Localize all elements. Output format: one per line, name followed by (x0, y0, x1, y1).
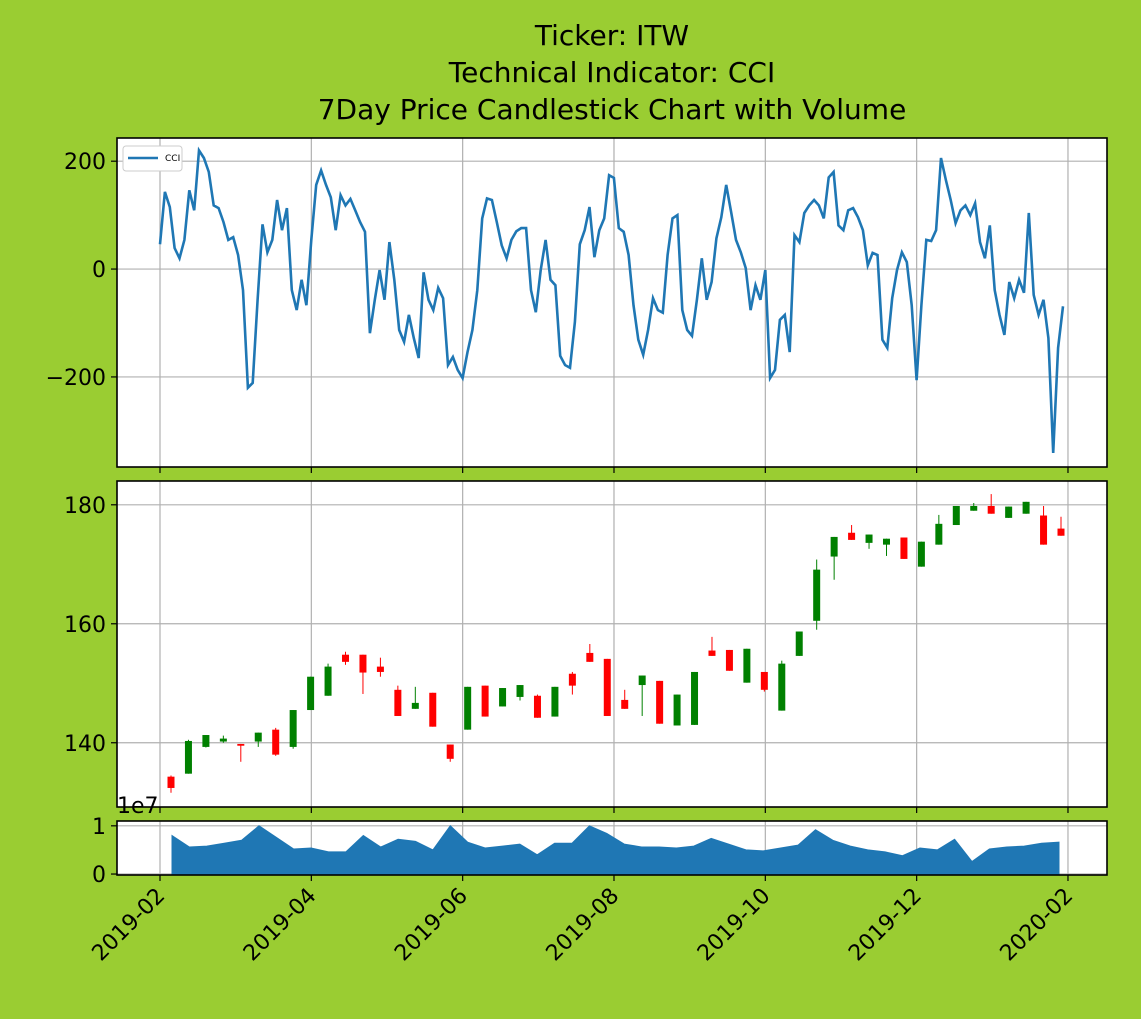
plot-marks (167, 494, 1065, 793)
y-tick-label: 140 (64, 732, 106, 757)
candle-body (342, 654, 350, 662)
volume-area (171, 825, 1060, 875)
chart-title: Technical Indicator: CCI (448, 56, 775, 89)
candle-body (359, 654, 367, 673)
candle-body (481, 685, 489, 717)
candle-body (499, 688, 507, 707)
y-tick-label: 1 (92, 815, 106, 840)
candle-body (237, 743, 245, 746)
x-tick-label: 2019-10 (693, 884, 776, 967)
candle-body (289, 710, 297, 747)
candle-body (394, 689, 402, 716)
plot-marks (158, 146, 1065, 454)
candle-body (795, 631, 803, 656)
x-tick-label: 2019-06 (390, 884, 473, 967)
candle-body (987, 505, 995, 514)
candle-body (324, 666, 332, 696)
cci-line (158, 146, 1065, 454)
candle-body (830, 536, 838, 557)
y-tick-label: 180 (64, 494, 106, 519)
candle-body (586, 652, 594, 662)
candle-body (743, 648, 751, 683)
candle-body (376, 666, 384, 672)
y-tick-label: 160 (64, 613, 106, 638)
candle-body (429, 692, 437, 727)
candle-body (1040, 515, 1048, 545)
candle-body (1022, 501, 1030, 514)
y-offset-label: 1e7 (117, 794, 159, 819)
x-tick-label: 2019-04 (239, 884, 322, 967)
plot-area (117, 138, 1107, 467)
candle-body (900, 537, 908, 559)
candle-body (708, 650, 716, 656)
candle-body (272, 729, 280, 755)
plot-frame (116, 137, 1108, 468)
candle-body (254, 732, 262, 742)
candle-body (673, 694, 681, 726)
candle-body (935, 523, 943, 545)
candle-body (952, 505, 960, 526)
candle-body (516, 685, 524, 697)
candle-body (917, 541, 925, 567)
y-tick-label: 0 (92, 258, 106, 283)
candle-body (778, 663, 786, 711)
x-tick-label: 2019-08 (542, 884, 625, 967)
legend-label: CCI (165, 154, 180, 164)
y-tick-label: −200 (46, 366, 106, 391)
chart-title: 7Day Price Candlestick Chart with Volume (318, 93, 907, 126)
candle-body (760, 671, 768, 690)
candle-body (464, 686, 472, 730)
plot-marks (171, 825, 1060, 875)
plot-frame (116, 820, 1108, 876)
plot-frame (116, 480, 1108, 808)
x-tick-label: 2019-12 (844, 884, 927, 967)
candle-body (446, 744, 454, 759)
candle-body (638, 675, 646, 686)
candle-body (691, 671, 699, 725)
candle-body (970, 505, 978, 511)
candle-body (219, 738, 227, 742)
candle-body (167, 776, 175, 788)
candle-body (725, 649, 733, 671)
y-tick-label: 0 (92, 863, 106, 888)
candle-body (307, 676, 315, 711)
candle-body (603, 658, 611, 716)
candle-body (568, 673, 576, 686)
x-tick-label: 2020-02 (996, 884, 1079, 967)
candle-body (1057, 528, 1065, 536)
y-tick-label: 200 (64, 150, 106, 175)
candle-body (865, 534, 873, 543)
candle-body (551, 686, 559, 717)
candle-body (621, 699, 629, 709)
plot-area (117, 481, 1107, 807)
candle-body (848, 532, 856, 540)
candle-body (656, 680, 664, 724)
candle-body (202, 735, 210, 747)
candle-body (813, 569, 821, 621)
x-tick-label: 2019-02 (88, 884, 171, 967)
candle-body (411, 702, 419, 709)
candle-body (533, 695, 541, 718)
candle-body (184, 740, 192, 774)
candle-body (1005, 506, 1013, 518)
candle-body (882, 538, 890, 545)
chart-title: Ticker: ITW (534, 19, 689, 52)
